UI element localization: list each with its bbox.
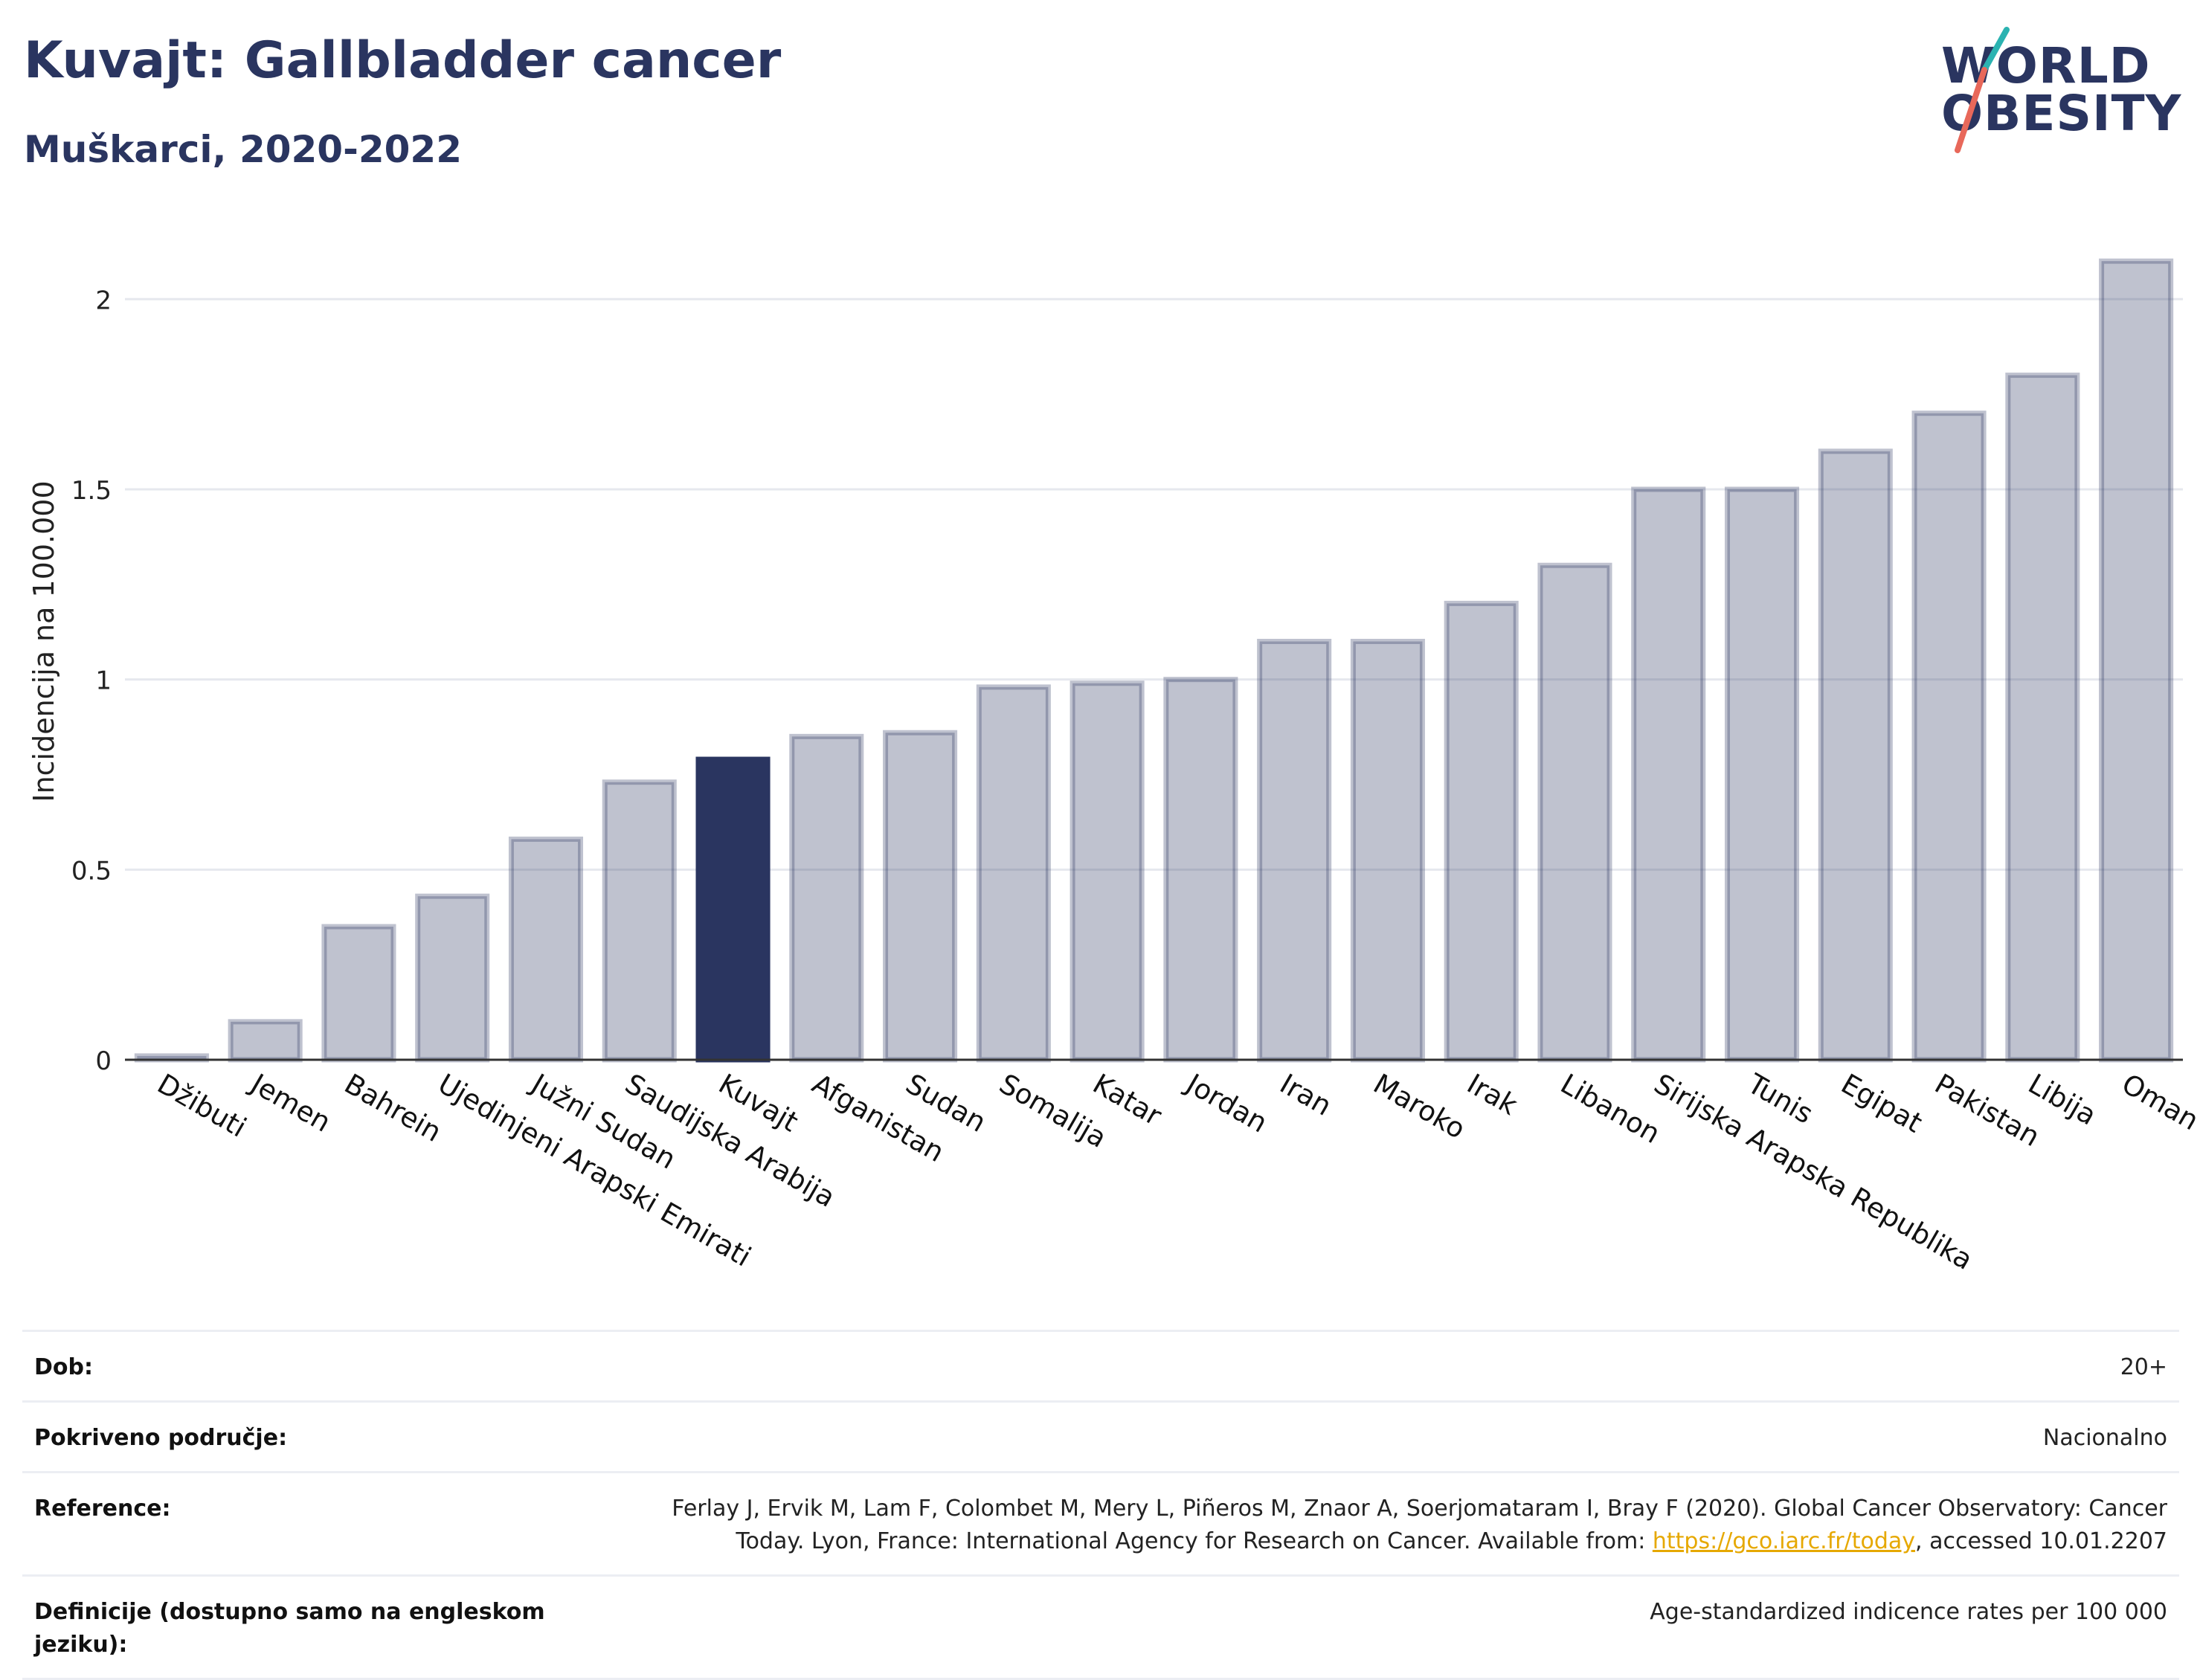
bar-libija[interactable]	[2005, 373, 2080, 1063]
reference-link[interactable]: https://gco.iarc.fr/today	[1652, 1528, 1916, 1554]
x-tick-label: Pakistan	[1929, 1068, 2045, 1153]
chart-title: Kuvajt: Gallbladder cancer	[24, 31, 782, 90]
x-tick-label: Oman	[2117, 1068, 2200, 1137]
metadata-table: Dob: 20+ Pokriveno područje: Nacionalno …	[22, 1330, 2179, 1680]
bar-sirijska-arapska-republika[interactable]	[1631, 486, 1706, 1063]
bar-afganistan[interactable]	[789, 733, 864, 1063]
x-tick-label: Somalija	[994, 1068, 1112, 1154]
bar-maroko[interactable]	[1350, 639, 1425, 1063]
reference-text-line1: Ferlay J, Ervik M, Lam F, Colombet M, Me…	[672, 1496, 2167, 1522]
meta-label-coverage: Pokriveno područje:	[34, 1425, 288, 1451]
bar-chart: 0 0.5 1 1.5 2 Incidencija na 100.000 DžibutiJe…	[28, 258, 2200, 1276]
meta-row-coverage: Pokriveno područje: Nacionalno	[22, 1401, 2179, 1473]
x-tick-label: Jemen	[244, 1067, 336, 1139]
bar-oman[interactable]	[2099, 258, 2174, 1063]
bar-katar[interactable]	[1070, 680, 1145, 1063]
y-tick-label: 1	[95, 666, 112, 696]
reference-text-line2: Today. Lyon, France: International Agenc…	[736, 1528, 1653, 1554]
bar-ujedinjeni-arapski-emirati[interactable]	[415, 893, 490, 1063]
y-tick-label: 1.5	[71, 476, 112, 506]
y-tick-label: 0	[95, 1046, 112, 1076]
bar-egipat[interactable]	[1818, 448, 1893, 1063]
x-tick-label: Bahrein	[339, 1068, 447, 1148]
meta-value-coverage: Nacionalno	[2042, 1425, 2167, 1451]
x-tick-label: Maroko	[1368, 1068, 1470, 1145]
chart-subtitle: Muškarci, 2020-2022	[24, 128, 463, 171]
bar-libanon[interactable]	[1537, 562, 1612, 1063]
meta-row-age: Dob: 20+	[22, 1330, 2179, 1402]
bar-bahrein[interactable]	[321, 924, 396, 1063]
meta-value-definition: Age-standardized indicence rates per 100…	[1650, 1599, 2167, 1625]
bar-sudan[interactable]	[883, 730, 958, 1063]
bar-južni-sudan[interactable]	[508, 836, 584, 1063]
y-tick-label: 0.5	[71, 856, 112, 886]
y-axis-label: Incidencija na 100.000	[28, 480, 60, 802]
x-tick-label: Irak	[1461, 1068, 1523, 1122]
reference-text-accessed: , accessed 10.01.2207	[1915, 1528, 2167, 1554]
bar-tunis[interactable]	[1724, 486, 1800, 1063]
x-tick-label: Jordan	[1180, 1067, 1273, 1139]
meta-label-age: Dob:	[34, 1354, 93, 1380]
x-tick-label: Libanon	[1555, 1068, 1665, 1150]
bar-saudijska-arabija[interactable]	[602, 779, 677, 1063]
bar-irak[interactable]	[1444, 600, 1519, 1063]
x-tick-label: Egipat	[1836, 1068, 1928, 1139]
logo-text-obesity: OBESITY	[1941, 85, 2182, 142]
meta-row-reference: Reference: Ferlay J, Ervik M, Lam F, Col…	[22, 1472, 2179, 1576]
logo-slash-icon	[1955, 27, 2010, 153]
meta-value-age: 20+	[2120, 1354, 2167, 1380]
bar-pakistan[interactable]	[1911, 411, 1987, 1063]
bar-iran[interactable]	[1257, 639, 1332, 1063]
meta-row-definition: Definicije (dostupno samo na engleskom j…	[22, 1575, 2179, 1679]
x-tick-label: Džibuti	[152, 1068, 251, 1144]
logo-text-world: WORLD	[1941, 37, 2151, 94]
bar-jemen[interactable]	[228, 1019, 303, 1063]
bar-kuvajt[interactable]	[695, 756, 771, 1063]
bar-jordan[interactable]	[1163, 677, 1238, 1063]
x-tick-label: Iran	[1275, 1068, 1337, 1122]
meta-label-definition: Definicije (dostupno samo na engleskom j…	[34, 1599, 545, 1658]
bar-somalija[interactable]	[976, 684, 1051, 1063]
world-obesity-logo[interactable]: WORLD OBESITY	[1941, 25, 2187, 159]
meta-label-reference: Reference:	[34, 1496, 171, 1522]
y-tick-label: 2	[95, 286, 112, 315]
meta-value-reference: Ferlay J, Ervik M, Lam F, Colombet M, Me…	[611, 1473, 2179, 1576]
